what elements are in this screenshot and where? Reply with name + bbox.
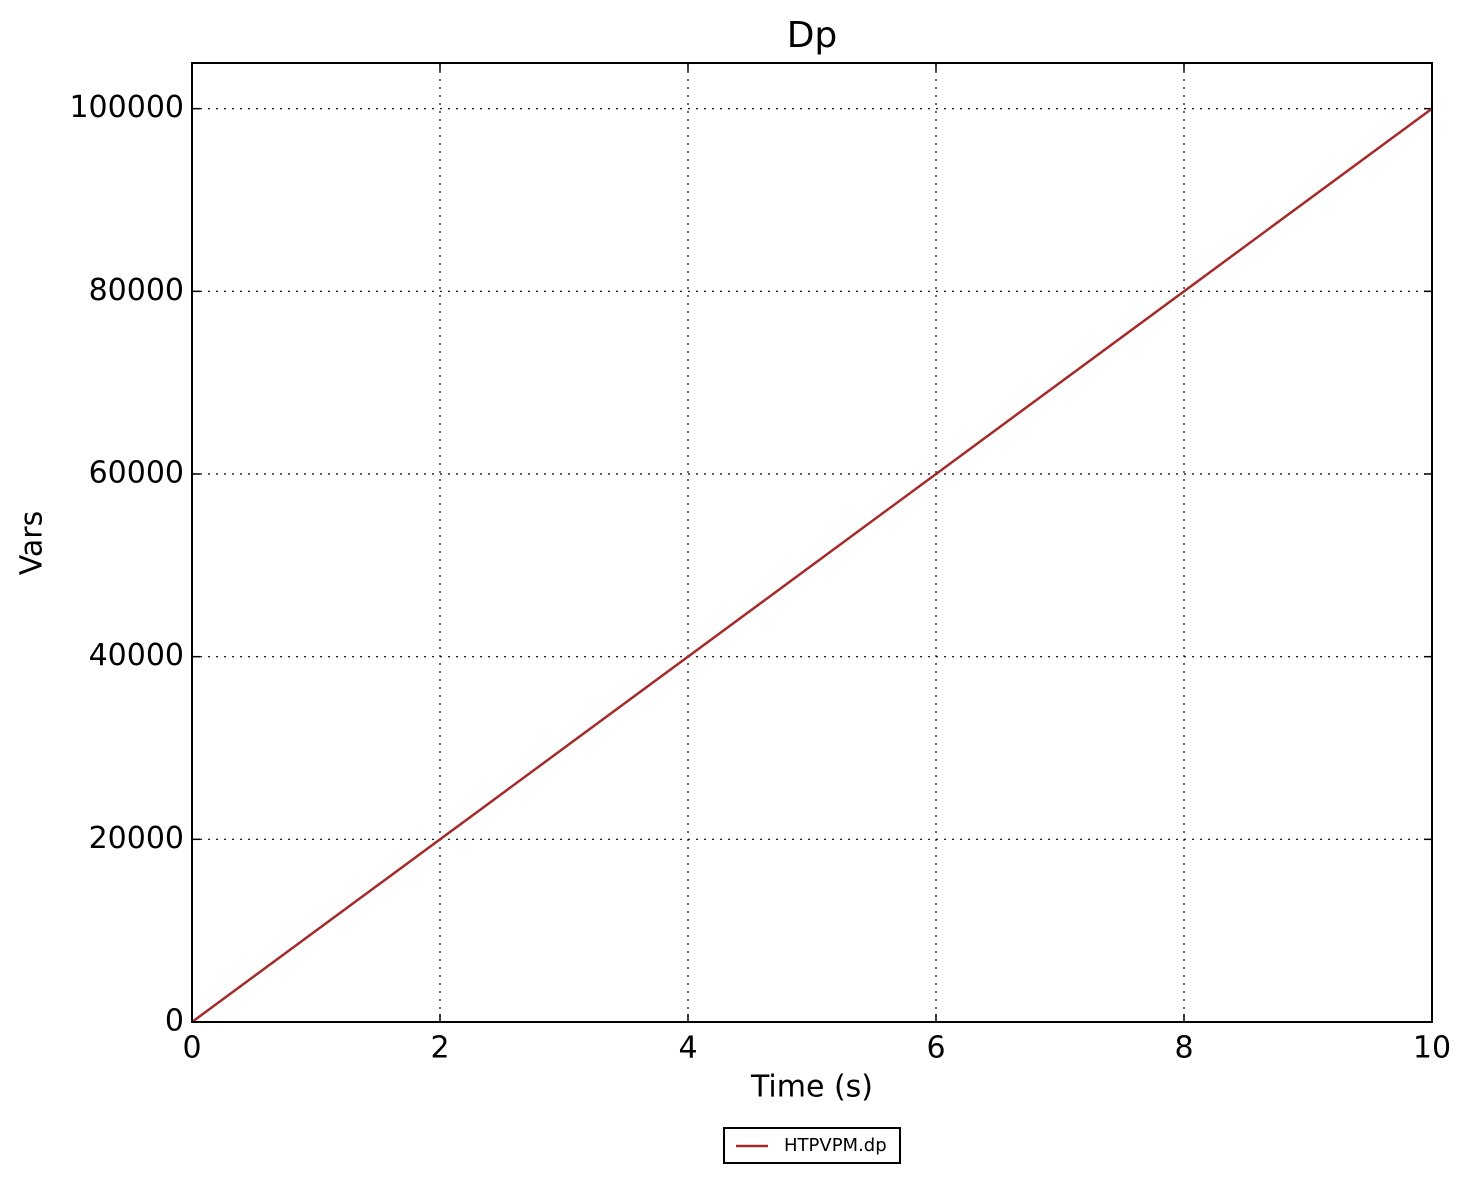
x-tick-label: 0 [182,1031,201,1066]
plot-frame [191,62,1433,1023]
x-tick-label: 6 [926,1031,945,1066]
y-tick-label: 20000 [89,821,184,856]
y-tick-label: 40000 [89,638,184,673]
y-tick-label: 0 [165,1004,184,1039]
y-tick-label: 80000 [89,273,184,308]
y-tick-label: 100000 [69,90,184,125]
data-line [191,107,1433,1024]
x-tick-label: 4 [678,1031,697,1066]
y-tick-label: 60000 [89,456,184,491]
y-axis-label: Vars [15,511,50,576]
x-tick-label: 2 [430,1031,449,1066]
legend-label: HTPVPM.dp [784,1135,887,1156]
x-tick-label: 8 [1174,1031,1193,1066]
x-axis-label: Time (s) [750,1070,873,1105]
x-tick-label: 10 [1413,1031,1451,1066]
chart-title: Dp [787,15,838,56]
